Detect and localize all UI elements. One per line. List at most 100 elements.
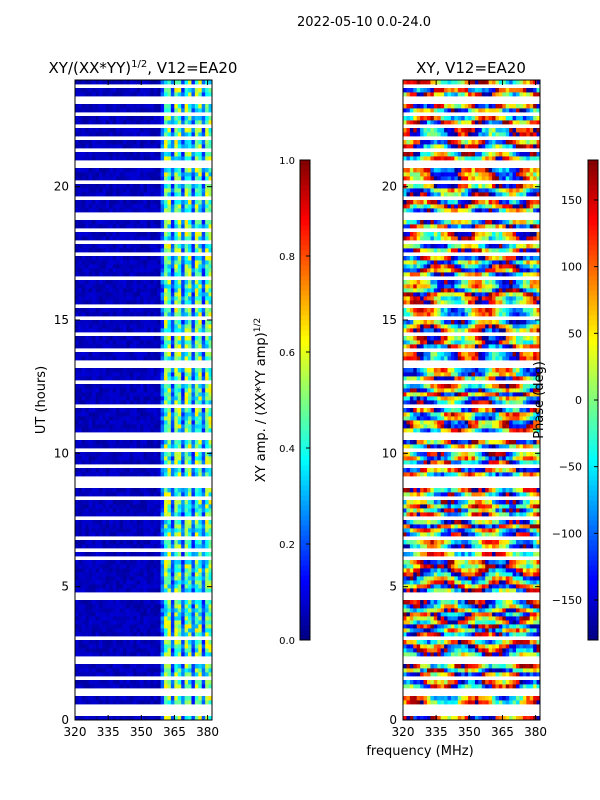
amplitude-cell <box>170 352 175 357</box>
amplitude-cell <box>129 532 134 537</box>
amplitude-cell <box>167 300 172 305</box>
amplitude-cell <box>174 652 179 657</box>
amplitude-cell <box>188 532 192 537</box>
amplitude-cell <box>102 284 107 289</box>
amplitude-cell <box>88 384 93 389</box>
amplitude-cell <box>105 156 110 161</box>
amplitude-cell <box>146 408 151 413</box>
amplitude-cell <box>157 176 162 181</box>
amplitude-cell <box>105 672 110 677</box>
amplitude-cell <box>146 696 151 701</box>
amplitude-cell <box>205 260 209 265</box>
amplitude-cell <box>146 208 151 213</box>
amplitude-cell <box>140 468 144 473</box>
amplitude-cell <box>88 220 93 225</box>
amplitude-cell <box>205 628 209 633</box>
phase-cell <box>409 648 414 653</box>
amplitude-cell <box>119 288 124 293</box>
amplitude-cell <box>208 144 213 149</box>
amplitude-cell <box>188 472 192 477</box>
amplitude-cell <box>191 296 196 301</box>
amplitude-cell <box>157 532 162 537</box>
phase-cell <box>413 696 418 701</box>
amplitude-cell <box>205 232 209 237</box>
amplitude-cell <box>136 540 141 545</box>
amplitude-cell <box>188 588 192 593</box>
amplitude-cell <box>150 168 155 173</box>
amplitude-cell <box>194 244 199 249</box>
amplitude-cell <box>184 264 189 269</box>
amplitude-cell <box>143 620 148 625</box>
amplitude-cell <box>181 328 185 333</box>
amplitude-cell <box>181 344 185 349</box>
amplitude-cell <box>92 336 96 341</box>
amplitude-cell <box>150 92 155 97</box>
amplitude-cell <box>92 280 96 285</box>
amplitude-cell <box>198 272 203 277</box>
phase-cell <box>461 652 466 657</box>
amplitude-cell <box>201 632 206 637</box>
amplitude-cell <box>177 152 182 157</box>
amplitude-cell <box>129 376 134 381</box>
amplitude-cell <box>198 668 203 673</box>
amplitude-cell <box>177 532 182 537</box>
amplitude-cell <box>150 604 155 609</box>
amplitude-cell <box>143 412 148 417</box>
phase-cell <box>498 700 503 705</box>
amplitude-cell <box>136 320 141 325</box>
phase-cell <box>413 700 418 705</box>
amplitude-cell <box>143 264 148 269</box>
amplitude-cell <box>112 580 117 585</box>
amplitude-cell <box>191 408 196 413</box>
amplitude-cell <box>188 388 192 393</box>
amplitude-cell <box>102 648 107 653</box>
amplitude-cell <box>198 604 203 609</box>
amplitude-cell <box>112 416 117 421</box>
amplitude-cell <box>157 352 162 357</box>
amplitude-cell <box>160 544 165 549</box>
amplitude-cell <box>116 128 120 133</box>
amplitude-cell <box>181 368 185 373</box>
amplitude-cell <box>201 412 206 417</box>
amplitude-cell <box>191 624 196 629</box>
amplitude-cell <box>188 456 192 461</box>
amplitude-cell <box>78 540 83 545</box>
amplitude-cell <box>205 504 209 509</box>
amplitude-cell <box>112 504 117 509</box>
amplitude-colorbar: 0.00.20.40.60.81.0 XY amp. / (XX*YY amp)… <box>253 156 311 647</box>
amplitude-cell <box>157 300 162 305</box>
amplitude-cell <box>177 456 182 461</box>
amplitude-cell <box>208 168 213 173</box>
amplitude-cell <box>78 456 83 461</box>
amplitude-cell <box>92 416 96 421</box>
amplitude-cell <box>78 336 83 341</box>
amplitude-cell <box>95 696 100 701</box>
amplitude-cell <box>146 372 151 377</box>
amplitude-cell <box>146 352 151 357</box>
amplitude-cell <box>157 280 162 285</box>
amplitude-cell <box>105 368 110 373</box>
amplitude-cell <box>198 128 203 133</box>
amplitude-cell <box>188 312 192 317</box>
amplitude-cell <box>95 116 100 121</box>
amplitude-cell <box>119 172 124 177</box>
amplitude-cell <box>81 624 86 629</box>
amplitude-cell <box>201 696 206 701</box>
amplitude-cell <box>105 132 110 137</box>
amplitude-cell <box>160 356 165 361</box>
amplitude-cell <box>153 648 158 653</box>
amplitude-cell <box>81 244 86 249</box>
colorbar-segment <box>300 270 310 276</box>
phase-cell <box>420 700 424 705</box>
amplitude-cell <box>160 412 165 417</box>
amplitude-cell <box>133 540 138 545</box>
amplitude-cell <box>78 716 83 721</box>
amplitude-cell <box>191 156 196 161</box>
amplitude-cell <box>150 468 155 473</box>
amplitude-cell <box>198 564 203 569</box>
amplitude-cell <box>92 292 96 297</box>
amplitude-cell <box>205 244 209 249</box>
amplitude-cell <box>98 520 103 525</box>
phase-cell <box>406 652 411 657</box>
amplitude-cell <box>95 88 100 93</box>
